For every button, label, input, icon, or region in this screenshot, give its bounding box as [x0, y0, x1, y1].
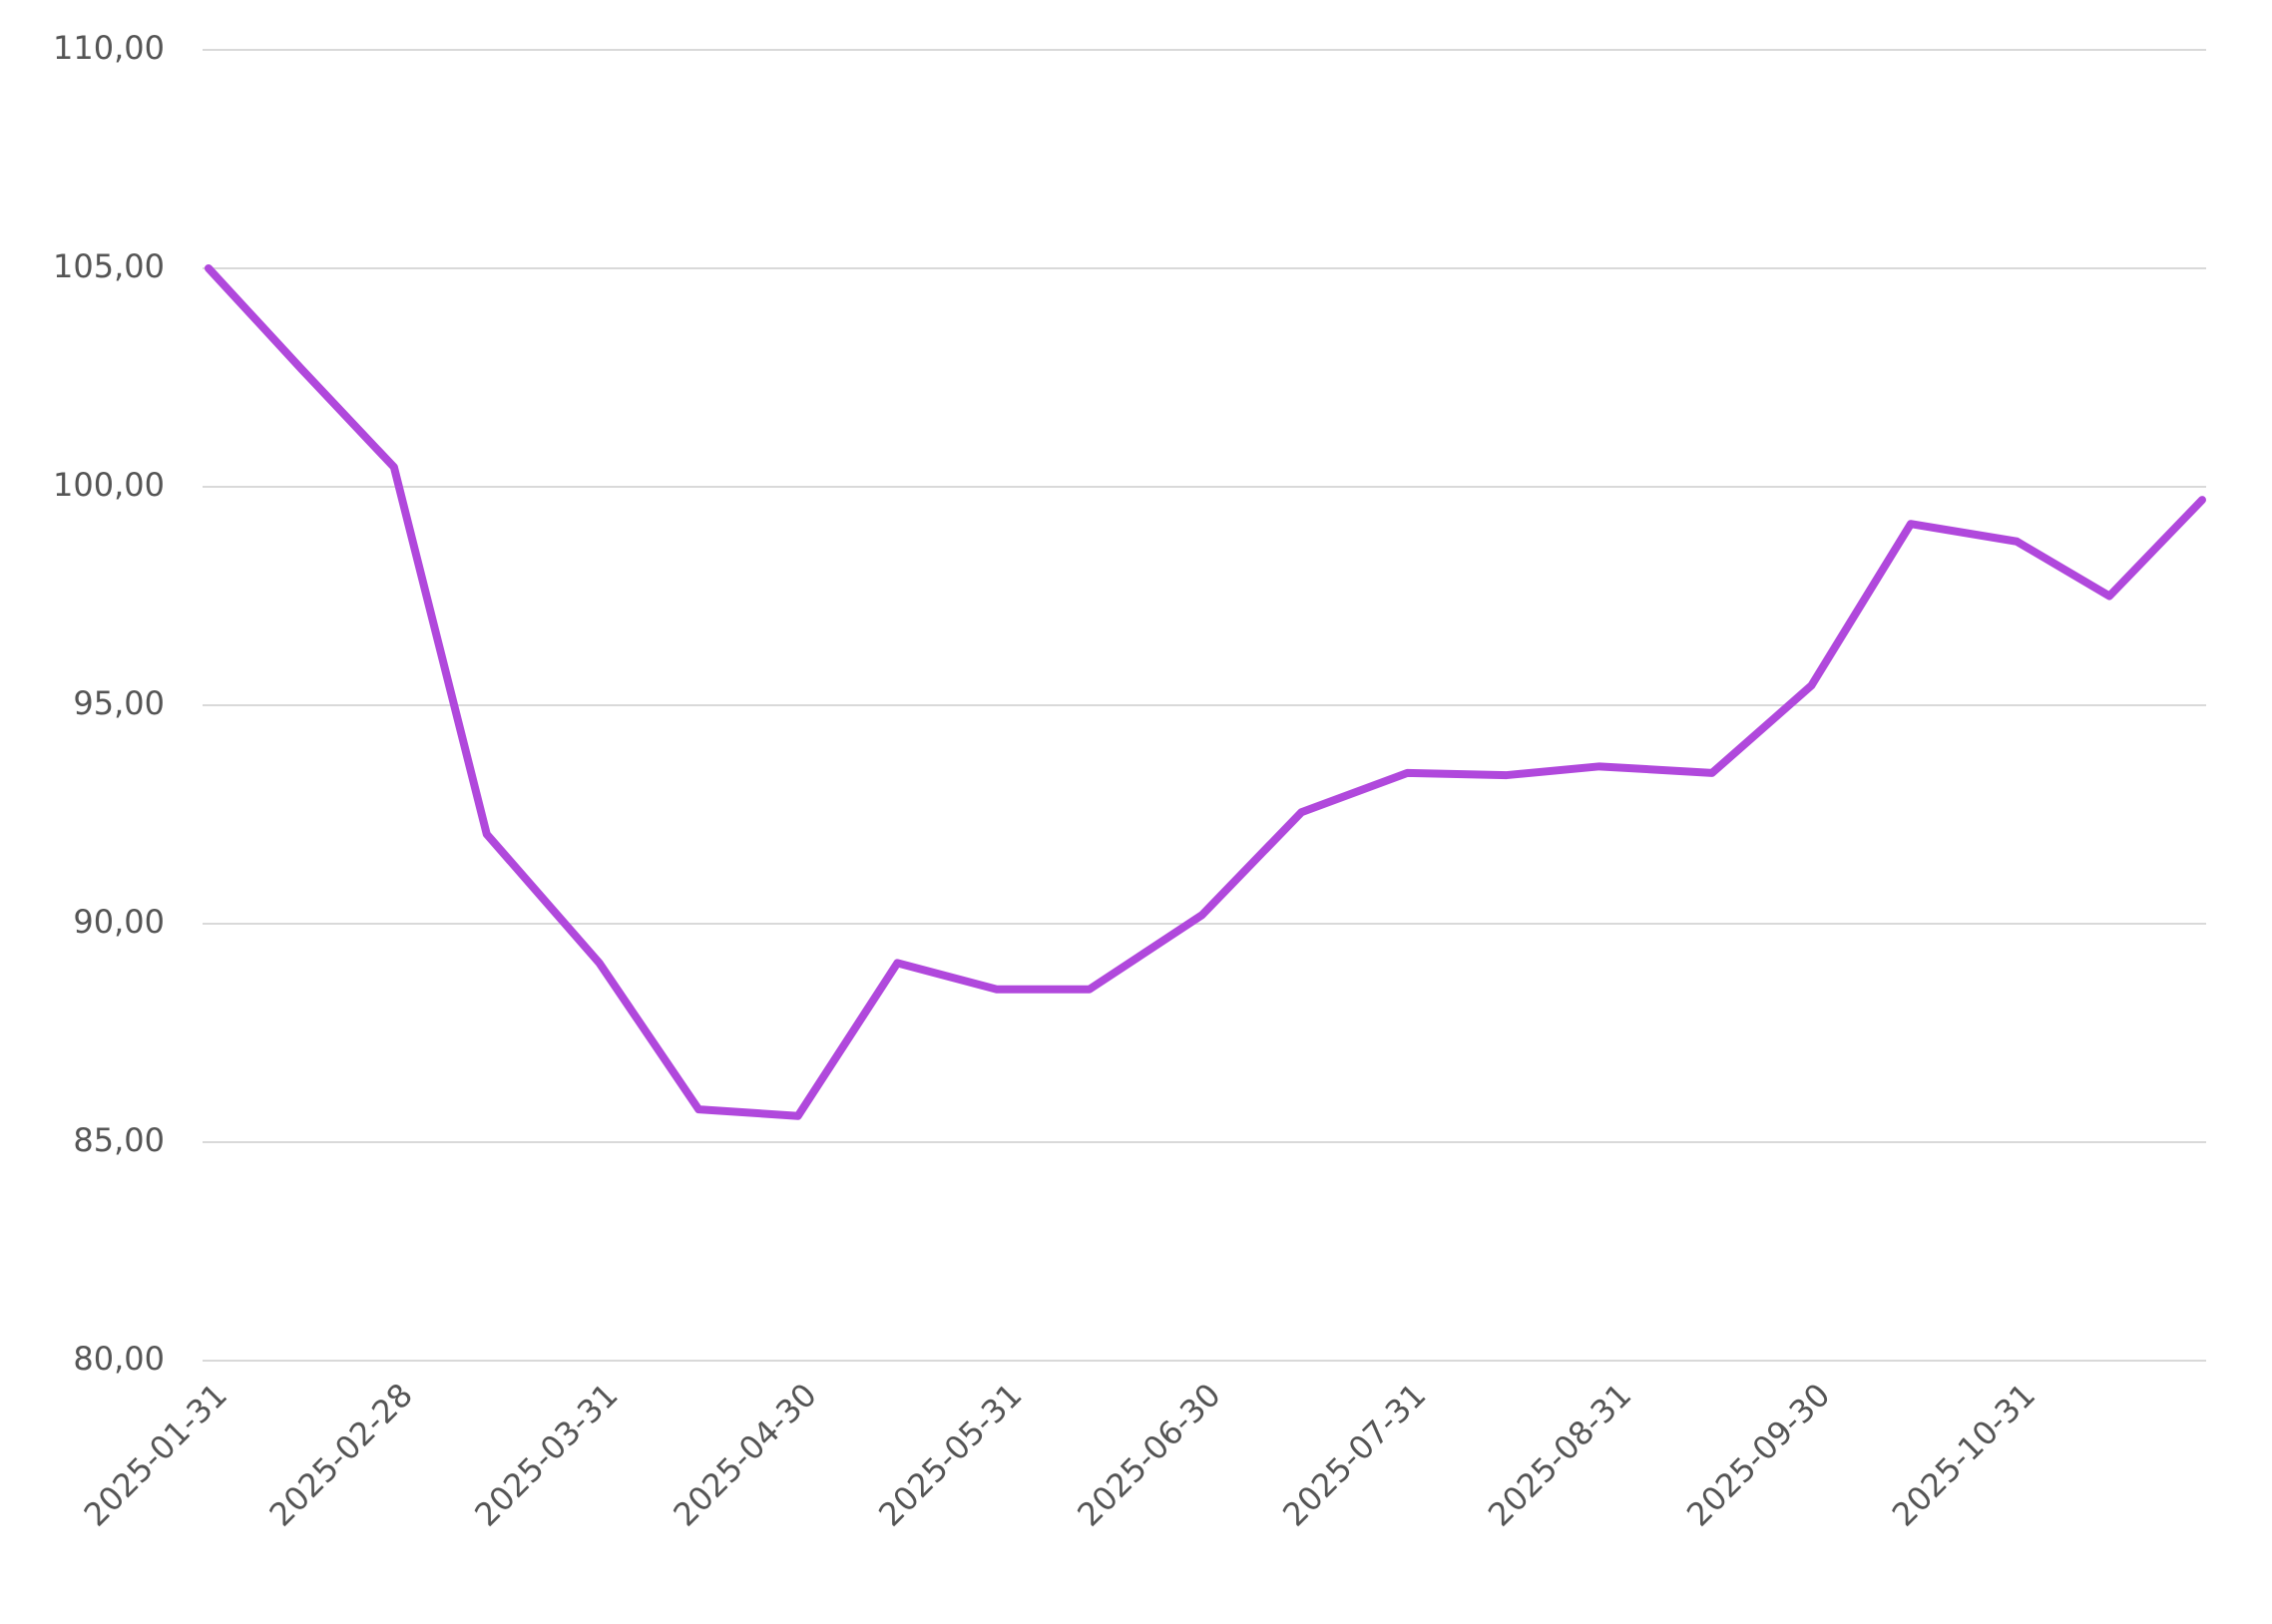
y-tick-label: 80,00 [73, 1340, 165, 1378]
y-tick-label: 100,00 [53, 466, 165, 504]
x-tick-label: 2025-05-31 [871, 1376, 1029, 1533]
y-tick-label: 105,00 [53, 247, 165, 285]
x-tick-label: 2025-02-28 [262, 1376, 420, 1533]
x-tick-label: 2025-03-31 [467, 1376, 625, 1533]
data-line [205, 264, 2206, 1120]
x-tick-label: 2025-08-31 [1481, 1376, 1638, 1533]
x-tick-label: 2025-04-30 [666, 1376, 823, 1533]
x-tick-label: 2025-06-30 [1070, 1376, 1227, 1533]
y-tick-label: 85,00 [73, 1121, 165, 1159]
x-tick-label: 2025-07-31 [1275, 1376, 1433, 1533]
y-tick-label: 90,00 [73, 903, 165, 941]
x-tick-label: 2025-01-31 [77, 1376, 234, 1533]
x-tick-label: 2025-10-31 [1885, 1376, 2043, 1533]
y-tick-label: 95,00 [73, 684, 165, 722]
y-tick-label: 110,00 [53, 29, 165, 67]
x-tick-label: 2025-09-30 [1679, 1376, 1837, 1533]
